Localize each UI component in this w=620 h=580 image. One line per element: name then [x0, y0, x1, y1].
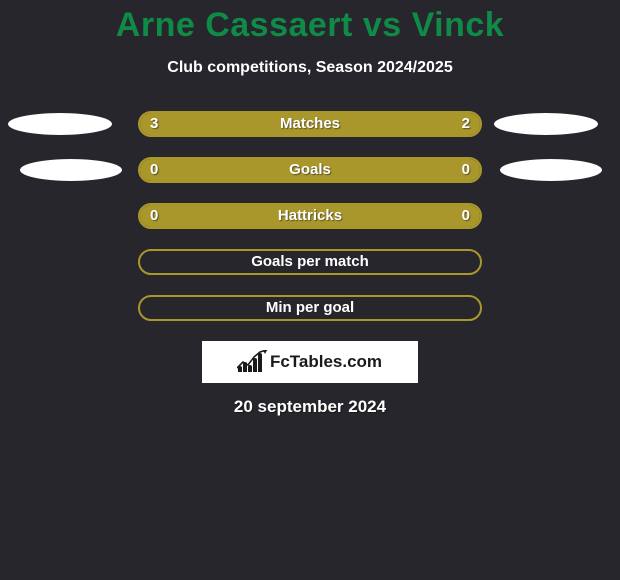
stat-row: Min per goal [0, 295, 620, 321]
left-ellipse [20, 159, 122, 181]
right-ellipse [500, 159, 602, 181]
stat-label: Matches [140, 113, 480, 135]
logo-chart-icon [238, 352, 264, 372]
stat-row: 32Matches [0, 111, 620, 137]
comparison-card: Arne Cassaert vs Vinck Club competitions… [0, 0, 620, 417]
stat-label: Min per goal [140, 297, 480, 319]
stats-rows: 32Matches 00Goals 00Hattricks Goals per mat… [0, 111, 620, 321]
left-ellipse [8, 113, 112, 135]
stat-label: Hattricks [140, 205, 480, 227]
page-title: Arne Cassaert vs Vinck [0, 6, 620, 45]
stat-row: 00Hattricks [0, 203, 620, 229]
logo: FcTables.com [238, 352, 382, 372]
logo-text: FcTables.com [270, 352, 382, 372]
stat-row: Goals per match [0, 249, 620, 275]
stat-bar: 00Hattricks [138, 203, 482, 229]
player1-name: Arne Cassaert [116, 6, 353, 44]
stat-label: Goals per match [140, 251, 480, 273]
stat-bar: 00Goals [138, 157, 482, 183]
subtitle: Club competitions, Season 2024/2025 [0, 59, 620, 77]
stat-bar: 32Matches [138, 111, 482, 137]
stat-row: 00Goals [0, 157, 620, 183]
stat-bar: Min per goal [138, 295, 482, 321]
vs-text: vs [363, 6, 402, 44]
logo-box: FcTables.com [202, 341, 418, 383]
right-ellipse [494, 113, 598, 135]
stat-label: Goals [140, 159, 480, 181]
stat-bar: Goals per match [138, 249, 482, 275]
date-label: 20 september 2024 [0, 397, 620, 417]
player2-name: Vinck [412, 6, 505, 44]
